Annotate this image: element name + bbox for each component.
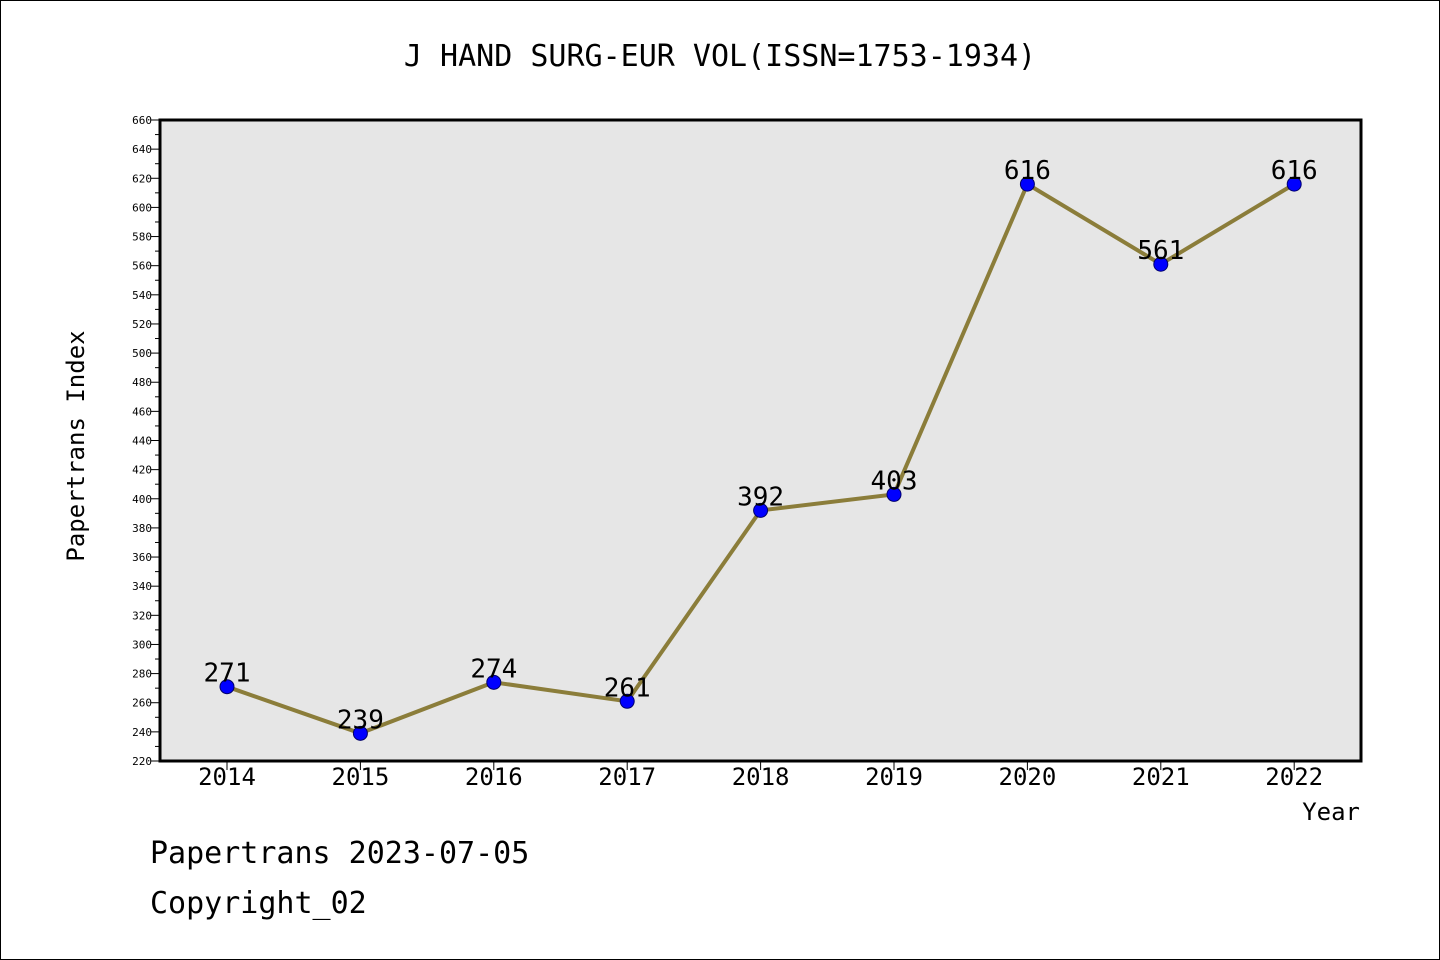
footer-copyright: Copyright_02 bbox=[150, 886, 367, 921]
plot-border bbox=[158, 118, 1363, 763]
footer-publisher-date: Papertrans 2023-07-05 bbox=[150, 836, 530, 871]
data-point bbox=[486, 674, 502, 690]
y-tick-label: 540 bbox=[132, 289, 152, 302]
y-tick-label: 520 bbox=[132, 318, 152, 331]
y-tick-label: 220 bbox=[132, 755, 152, 768]
data-point bbox=[619, 693, 635, 709]
x-tick-label: 2020 bbox=[999, 763, 1057, 791]
y-tick-label: 340 bbox=[132, 580, 152, 593]
y-tick-label: 600 bbox=[132, 201, 152, 214]
data-label: 616 bbox=[1004, 156, 1051, 186]
y-tick-label: 320 bbox=[132, 609, 152, 622]
data-point bbox=[886, 486, 902, 502]
data-point bbox=[753, 502, 769, 518]
x-tick-label: 2019 bbox=[865, 763, 923, 791]
y-tick-label: 620 bbox=[132, 172, 152, 185]
y-tick-label: 560 bbox=[132, 260, 152, 273]
x-tick-label: 2021 bbox=[1132, 763, 1190, 791]
data-point bbox=[219, 679, 235, 695]
y-tick-label: 500 bbox=[132, 347, 152, 360]
y-tick-label: 580 bbox=[132, 231, 152, 244]
data-label: 274 bbox=[470, 654, 517, 684]
y-tick-label: 460 bbox=[132, 405, 152, 418]
data-label: 403 bbox=[871, 466, 918, 496]
y-axis-label: Papertrans Index bbox=[62, 330, 90, 561]
y-tick-label: 400 bbox=[132, 493, 152, 506]
data-point bbox=[1286, 176, 1302, 192]
y-tick-label: 480 bbox=[132, 376, 152, 389]
y-tick-label: 240 bbox=[132, 726, 152, 739]
plot-area bbox=[160, 120, 1361, 761]
data-point bbox=[352, 725, 368, 741]
y-tick-label: 300 bbox=[132, 638, 152, 651]
data-label: 561 bbox=[1137, 236, 1184, 266]
x-tick-label: 2017 bbox=[598, 763, 656, 791]
x-tick-label: 2018 bbox=[732, 763, 790, 791]
y-tick-label: 260 bbox=[132, 697, 152, 710]
x-tick-label: 2015 bbox=[332, 763, 390, 791]
data-label: 239 bbox=[337, 705, 384, 735]
data-label: 392 bbox=[737, 482, 784, 512]
data-label: 616 bbox=[1271, 156, 1318, 186]
y-tick-label: 280 bbox=[132, 668, 152, 681]
y-tick-label: 360 bbox=[132, 551, 152, 564]
data-labels: 271 239 274 261 392 403 616 561 616 bbox=[204, 156, 1318, 735]
data-point bbox=[1019, 176, 1035, 192]
y-tick-label: 660 bbox=[132, 114, 152, 127]
x-axis-label: Year bbox=[1302, 798, 1360, 826]
data-label: 261 bbox=[604, 673, 651, 703]
x-axis: 2014 2015 2016 2017 2018 2019 2020 2021 2022 bbox=[198, 761, 1323, 791]
x-tick-label: 2016 bbox=[465, 763, 523, 791]
chart-title: J HAND SURG-EUR VOL(ISSN=1753-1934) bbox=[404, 39, 1036, 74]
x-tick-label: 2014 bbox=[198, 763, 256, 791]
y-tick-label: 640 bbox=[132, 143, 152, 156]
data-label: 271 bbox=[204, 659, 251, 689]
data-point bbox=[1153, 256, 1169, 272]
y-axis: 220 240 260 280 300 320 340 360 380 400 420 440 460 4… bbox=[132, 114, 160, 768]
data-markers bbox=[219, 176, 1302, 741]
y-tick-label: 420 bbox=[132, 464, 152, 477]
x-tick-label: 2022 bbox=[1265, 763, 1323, 791]
y-tick-label: 380 bbox=[132, 522, 152, 535]
y-tick-label: 440 bbox=[132, 435, 152, 448]
